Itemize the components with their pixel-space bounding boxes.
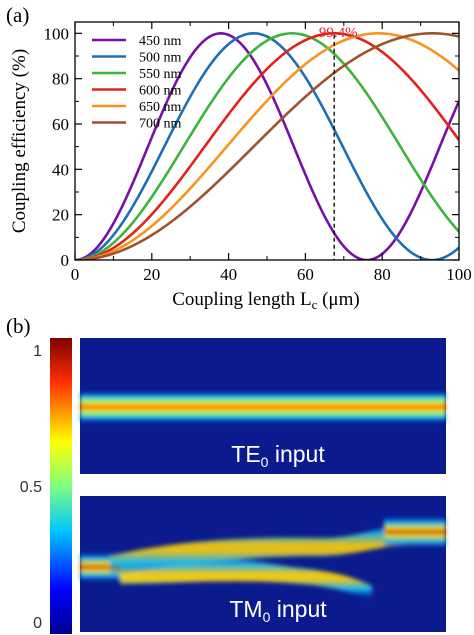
panel-a-label: (a) xyxy=(6,3,29,27)
x-tick-label: 100 xyxy=(446,265,472,284)
tm-map-label: TM0 input xyxy=(229,596,327,625)
tm-output-beam xyxy=(384,516,446,548)
colorbar-tick-mid: 0.5 xyxy=(20,479,42,496)
x-tick-label: 60 xyxy=(297,265,314,284)
series-line-600nm xyxy=(75,32,459,260)
curves-group xyxy=(75,32,459,260)
tm-field-map: TM0 input xyxy=(80,496,446,632)
axis-ticks: 0 20 40 60 80 100 0 20 40 60 80 100 xyxy=(44,22,472,284)
legend-label: 450 nm xyxy=(139,34,182,49)
series-line-500nm xyxy=(75,32,459,260)
series-line-550nm xyxy=(75,32,459,260)
plot-area: 99.4% 0 20 40 60 80 100 0 20 40 60 80 100 450 nm 500… xyxy=(44,21,472,284)
x-tick-label: 40 xyxy=(220,265,237,284)
legend-label: 700 nm xyxy=(139,117,182,132)
y-tick-label: 20 xyxy=(52,206,69,225)
annotation-label: 99.4% xyxy=(319,25,358,41)
tm-label-sub: 0 xyxy=(263,609,271,625)
y-tick-label: 80 xyxy=(52,70,69,89)
te-map-label: TE0 input xyxy=(231,441,325,470)
tm-label-rest: input xyxy=(270,596,327,622)
x-tick-label: 0 xyxy=(71,265,80,284)
colorbar-tick-top: 1 xyxy=(33,343,42,360)
legend-label: 550 nm xyxy=(139,67,182,82)
tm-label-main: TM xyxy=(229,596,262,622)
series-line-650nm xyxy=(75,32,459,260)
x-axis-label-sub: c xyxy=(312,297,318,312)
x-tick-label: 80 xyxy=(374,265,391,284)
legend-label: 500 nm xyxy=(139,51,182,66)
panel-b-label: (b) xyxy=(6,314,31,338)
series-line-450nm xyxy=(75,32,459,260)
x-axis-label-main: Coupling length L xyxy=(172,289,311,310)
te-label-sub: 0 xyxy=(261,454,269,470)
legend-label: 650 nm xyxy=(139,100,182,115)
te-field-map: TE0 input xyxy=(80,338,446,474)
te-beam xyxy=(80,391,446,423)
y-tick-label: 60 xyxy=(52,115,69,134)
x-tick-label: 20 xyxy=(143,265,160,284)
y-tick-label: 0 xyxy=(61,251,70,270)
colorbar xyxy=(50,338,72,634)
colorbar-tick-bottom: 0 xyxy=(33,615,42,632)
x-axis-label: Coupling length Lc (μm) xyxy=(172,289,359,312)
series-line-700nm xyxy=(75,32,459,260)
y-tick-label: 100 xyxy=(44,24,70,43)
te-label-main: TE xyxy=(231,441,260,467)
legend-label: 600 nm xyxy=(139,84,182,99)
y-tick-label: 40 xyxy=(52,160,69,179)
tm-upper-beam xyxy=(110,520,446,576)
y-axis-label: Coupling efficiency (%) xyxy=(9,49,30,233)
x-axis-label-unit: (μm) xyxy=(317,289,359,310)
te-label-rest: input xyxy=(268,441,325,467)
